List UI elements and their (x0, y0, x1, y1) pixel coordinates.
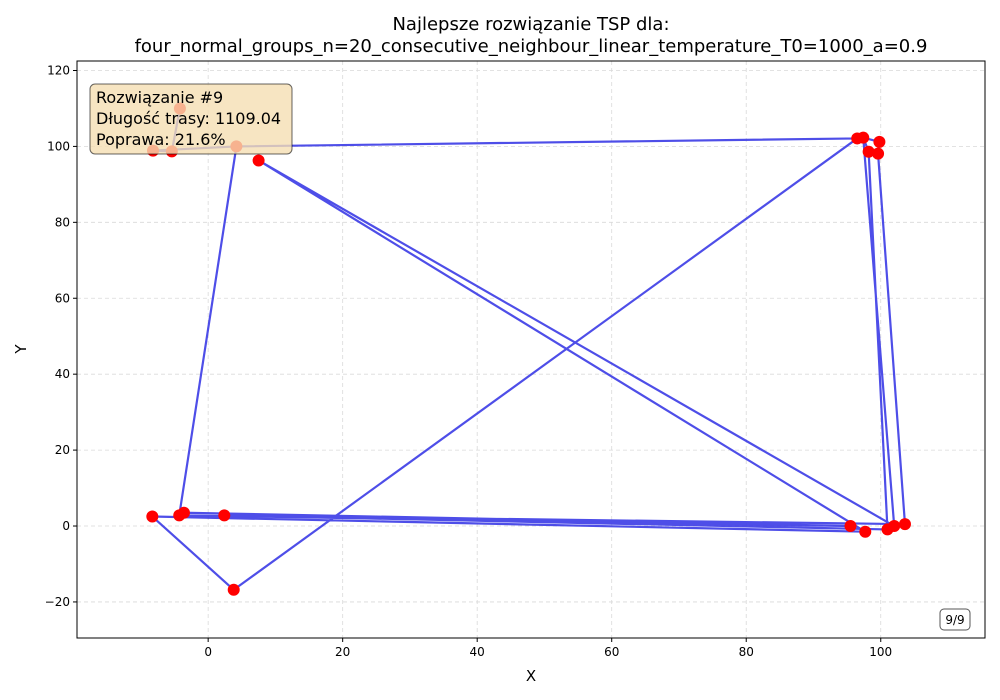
x-tick-label: 0 (204, 645, 212, 659)
y-tick-label: −20 (45, 595, 70, 609)
frame-counter: 9/9 (940, 609, 970, 630)
route-path (152, 108, 905, 589)
x-axis-ticks: 0 20 40 60 80 100 (204, 638, 892, 659)
chart-title-line2: four_normal_groups_n=20_consecutive_neig… (135, 36, 928, 57)
x-tick-label: 100 (869, 645, 892, 659)
city-point (218, 509, 230, 521)
info-improvement: Poprawa: 21.6% (96, 130, 226, 149)
y-tick-label: 100 (47, 139, 70, 153)
y-tick-label: 0 (62, 519, 70, 533)
city-point (844, 520, 856, 532)
x-tick-label: 80 (739, 645, 754, 659)
info-solution-number: Rozwiązanie #9 (96, 88, 223, 107)
city-point (178, 507, 190, 519)
city-point (873, 136, 885, 148)
x-tick-label: 20 (335, 645, 350, 659)
city-point (146, 511, 158, 523)
city-point (857, 132, 869, 144)
info-route-length: Długość trasy: 1109.04 (96, 109, 281, 128)
y-axis-ticks: −20 0 20 40 60 80 100 120 (45, 63, 77, 608)
x-tick-label: 60 (604, 645, 619, 659)
city-point (253, 154, 265, 166)
city-point (872, 148, 884, 160)
y-tick-label: 40 (55, 367, 70, 381)
info-box: Rozwiązanie #9 Długość trasy: 1109.04 Po… (90, 84, 292, 154)
y-tick-label: 120 (47, 63, 70, 77)
y-tick-label: 80 (55, 215, 70, 229)
frame-counter-text: 9/9 (945, 613, 964, 627)
city-point (899, 518, 911, 530)
y-tick-label: 20 (55, 443, 70, 457)
x-tick-label: 40 (470, 645, 485, 659)
y-tick-label: 60 (55, 291, 70, 305)
route (152, 108, 905, 589)
y-axis-label: Y (12, 344, 30, 355)
city-point (888, 520, 900, 532)
x-axis-label: X (526, 667, 536, 685)
chart-title-line1: Najlepsze rozwiązanie TSP dla: (392, 14, 669, 35)
city-point (228, 584, 240, 596)
city-point (859, 526, 871, 538)
